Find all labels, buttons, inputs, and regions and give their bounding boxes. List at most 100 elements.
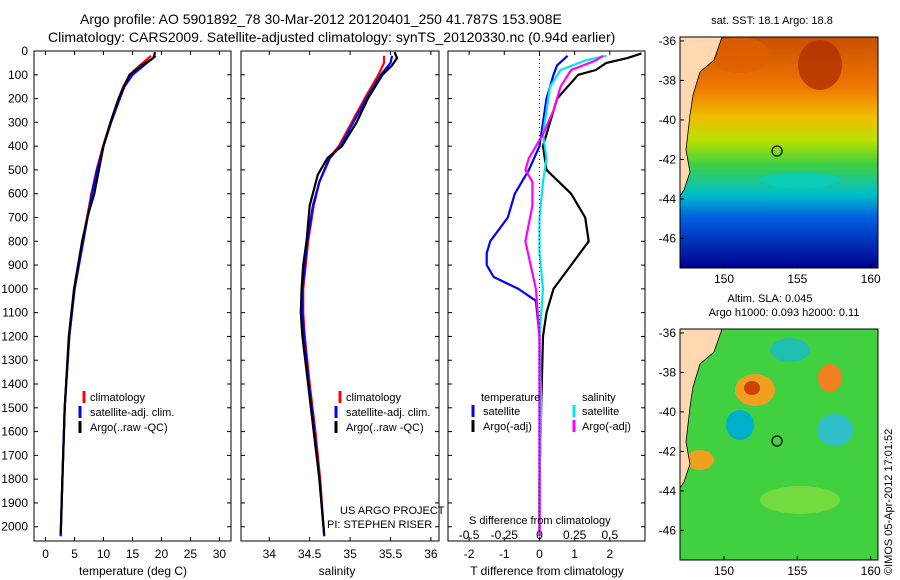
sst-argo-marker bbox=[771, 145, 783, 157]
s-difference-tick-label: 0.25 bbox=[563, 528, 587, 542]
sst-warm-patch bbox=[710, 37, 770, 73]
salinity-tick-label: 35.5 bbox=[379, 547, 403, 561]
figure-title-line1: Argo profile: AO 5901892_78 30-Mar-2012 … bbox=[80, 11, 562, 27]
sst-map-title: sat. SST: 18.1 Argo: 18.8 bbox=[711, 15, 833, 27]
map-lat-tick-label: -46 bbox=[659, 523, 677, 537]
sst-land-mask bbox=[680, 37, 723, 197]
map-lat-tick-label: -38 bbox=[659, 365, 677, 379]
legend-label-t-argo: Argo(-adj) bbox=[483, 421, 532, 433]
depth-tick-label: 400 bbox=[8, 139, 28, 153]
depth-tick-label: 1700 bbox=[1, 448, 28, 462]
temperature-tick-label: 10 bbox=[97, 547, 111, 561]
depth-tick-label: 1100 bbox=[2, 306, 28, 320]
sla-map-title-line1: Altim. SLA: 0.045 bbox=[728, 293, 813, 305]
legend-label-s-satellite: satellite bbox=[582, 406, 619, 418]
difference-tick-label: -1 bbox=[499, 547, 510, 561]
depth-axis: 0 100 200 300 400 500 600 700 800 900 1000 1100 1200… bbox=[1, 44, 28, 534]
sla-high-patch bbox=[818, 364, 842, 392]
map-lon-tick-label: 160 bbox=[861, 564, 881, 578]
depth-tick-label: 1800 bbox=[1, 472, 28, 486]
map-lon-tick-label: 155 bbox=[787, 272, 807, 286]
depth-tick-label: 1000 bbox=[1, 282, 28, 296]
sla-low-patch bbox=[726, 410, 754, 440]
depth-tick-label: 0 bbox=[21, 44, 28, 58]
sst-cool-patch bbox=[760, 172, 840, 188]
difference-axes bbox=[447, 50, 646, 542]
difference-series-s-satellite bbox=[538, 54, 607, 537]
legend-label-argo: Argo(..raw -QC) bbox=[90, 422, 168, 434]
depth-tick-label: 500 bbox=[8, 163, 28, 177]
sla-low-patch bbox=[770, 338, 810, 362]
temperature-axis-label: temperature (deg C) bbox=[79, 564, 187, 578]
map-lat-tick-label: -38 bbox=[659, 73, 677, 87]
imos-timestamp: ©IMOS 05-Apr-2012 17:01:52 bbox=[883, 429, 895, 575]
map-lat-tick-label: -46 bbox=[659, 231, 677, 245]
depth-tick-label: 300 bbox=[8, 115, 28, 129]
sla-land-mask bbox=[680, 329, 723, 489]
map-lat-tick-label: -36 bbox=[659, 34, 677, 48]
legend-title-temperature: temperature bbox=[481, 392, 540, 404]
sla-argo-marker bbox=[771, 435, 783, 447]
salinity-axes bbox=[240, 50, 440, 542]
difference-tick-label: 1 bbox=[571, 547, 578, 561]
difference-legend: temperature salinity satellite Argo(-adj… bbox=[469, 392, 631, 527]
sst-map-frame bbox=[679, 36, 879, 269]
depth-tick-label: 1900 bbox=[1, 496, 28, 510]
salinity-tick-label: 35 bbox=[343, 547, 357, 561]
depth-tick-label: 1200 bbox=[1, 329, 28, 343]
salinity-legend: climatology satellite-adj. clim. Argo(..… bbox=[327, 391, 445, 531]
depth-tick-label: 600 bbox=[8, 187, 28, 201]
s-difference-tick-label: 0.5 bbox=[601, 528, 618, 542]
legend-label-climatology: climatology bbox=[90, 392, 146, 404]
s-difference-tick-label: -0.25 bbox=[491, 528, 519, 542]
sst-warm-patch bbox=[798, 40, 842, 90]
sla-high-patch bbox=[744, 381, 760, 395]
legend-label-s-argo: Argo(-adj) bbox=[582, 421, 631, 433]
legend-label-climatology: climatology bbox=[346, 392, 402, 404]
map-lat-tick-label: -40 bbox=[659, 113, 677, 127]
difference-tick-label: -2 bbox=[464, 547, 475, 561]
map-lat-tick-label: -42 bbox=[659, 444, 677, 458]
sla-high-patch bbox=[686, 450, 714, 470]
temperature-tick-label: 20 bbox=[155, 547, 169, 561]
salinity-series-satellite-adj-clim bbox=[301, 55, 394, 537]
legend-label-argo: Argo(..raw -QC) bbox=[346, 422, 424, 434]
difference-series-s-argo-adj bbox=[524, 54, 604, 537]
sst-map: sat. SST: 18.1 Argo: 18.8 150 155 160 -36 -3… bbox=[659, 15, 881, 286]
difference-series-t-satellite bbox=[485, 54, 569, 537]
s-difference-tick-label: -0.5 bbox=[459, 528, 480, 542]
map-lat-tick-label: -44 bbox=[659, 484, 677, 498]
sla-neutral-patch bbox=[760, 486, 840, 514]
temperature-tick-label: 15 bbox=[126, 547, 140, 561]
sla-low-patch bbox=[817, 414, 853, 446]
map-lon-tick-label: 150 bbox=[714, 564, 734, 578]
salinity-tick-label: 34 bbox=[263, 547, 277, 561]
difference-series-t-argo-adj bbox=[538, 52, 642, 534]
salinity-series-climatology bbox=[302, 55, 386, 537]
salinity-tick-label: 34.5 bbox=[298, 547, 322, 561]
depth-tick-label: 1300 bbox=[1, 353, 28, 367]
temperature-tick-label: 30 bbox=[213, 547, 227, 561]
temperature-legend: climatology satellite-adj. clim. Argo(..… bbox=[78, 391, 174, 434]
depth-tick-label: 700 bbox=[8, 211, 28, 225]
legend-label-satellite: satellite-adj. clim. bbox=[90, 407, 174, 419]
sla-map-frame bbox=[679, 328, 879, 561]
depth-tick-label: 1400 bbox=[1, 377, 28, 391]
s-difference-axis-label: S difference from climatology bbox=[469, 515, 611, 527]
depth-tick-label: 1500 bbox=[1, 401, 28, 415]
pi-annotation: PI: STEPHEN RISER bbox=[327, 519, 432, 531]
temperature-tick-label: 5 bbox=[71, 547, 78, 561]
temperature-tick-label: 25 bbox=[184, 547, 198, 561]
legend-label-t-satellite: satellite bbox=[483, 406, 520, 418]
map-lat-tick-label: -36 bbox=[659, 326, 677, 340]
depth-tick-label: 900 bbox=[8, 258, 28, 272]
salinity-tick-label: 36 bbox=[424, 547, 438, 561]
salinity-series-argo bbox=[299, 51, 399, 534]
map-lat-tick-label: -44 bbox=[659, 192, 677, 206]
sla-field bbox=[680, 329, 878, 560]
legend-label-satellite: satellite-adj. clim. bbox=[346, 407, 430, 419]
map-lat-tick-label: -42 bbox=[659, 152, 677, 166]
map-lat-tick-label: -40 bbox=[659, 405, 677, 419]
difference-tick-label: 0 bbox=[536, 547, 543, 561]
